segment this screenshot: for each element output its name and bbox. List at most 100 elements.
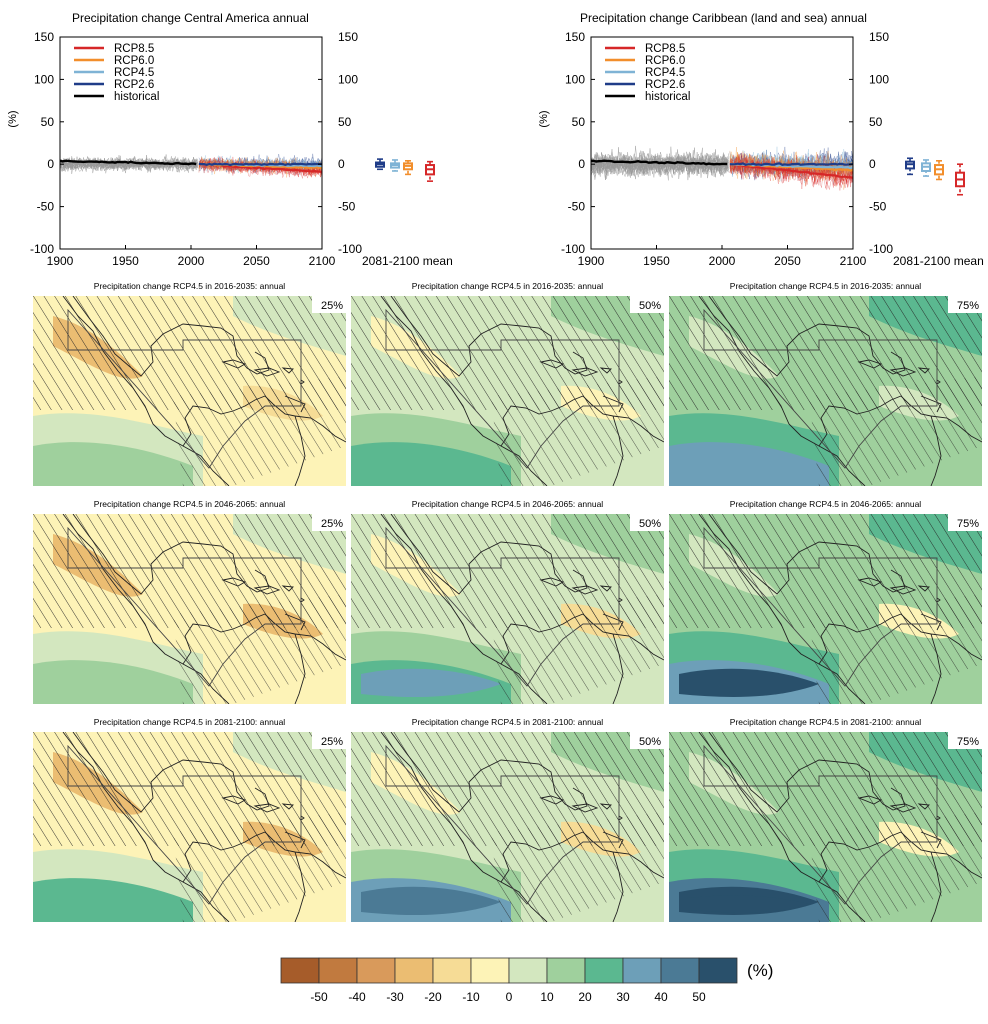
panel-title: Precipitation change Central America ann…	[72, 11, 309, 25]
island-outline	[221, 795, 247, 805]
colorbar-unit: (%)	[747, 961, 773, 980]
y-tick-label-right: -100	[869, 242, 893, 256]
map-panel-6: Precipitation change RCP4.5 in 2046-2065…	[669, 499, 982, 704]
map-panel-3: Precipitation change RCP4.5 in 2016-2035…	[669, 281, 982, 486]
colorbar-swatch	[318, 957, 358, 984]
colorbar-swatch	[432, 957, 472, 984]
x-tick-label: 1950	[643, 254, 670, 268]
colorbar-swatch	[470, 957, 510, 984]
legend-label-historical: historical	[114, 91, 159, 103]
y-tick-label-right: -50	[869, 200, 887, 214]
coastline	[62, 296, 346, 486]
colorbar-tick-label: 10	[540, 990, 554, 1004]
island-outline	[571, 585, 599, 595]
x-tick-label: 2000	[709, 254, 736, 268]
island-outline	[539, 359, 565, 369]
coastline	[380, 732, 664, 922]
panel-title: Precipitation change Caribbean (land and…	[580, 11, 867, 25]
percentile-label: 75%	[957, 300, 979, 312]
colorbar-swatch	[698, 957, 738, 984]
colorbar-tick-label: -20	[424, 990, 442, 1004]
map-contour-patch	[33, 442, 193, 486]
colorbar-swatch	[660, 957, 700, 984]
y-axis-label: (%)	[7, 110, 19, 127]
percentile-label: 25%	[321, 300, 343, 312]
legend-label-RCP8.5: RCP8.5	[645, 43, 685, 55]
percentile-label-bg	[948, 732, 982, 749]
island-outline	[253, 367, 281, 377]
x-tick-label: 2100	[309, 254, 336, 268]
scenario-member-RCP4.5	[729, 149, 853, 181]
coastline	[380, 514, 664, 704]
map-contour-patch	[33, 660, 193, 704]
colorbar-swatch	[546, 957, 586, 984]
percentile-label-bg	[948, 514, 982, 531]
colorbar-tick-label: 40	[654, 990, 668, 1004]
percentile-label-bg	[312, 732, 346, 749]
percentile-label: 50%	[639, 736, 661, 748]
scenario-member-RCP8.5	[729, 154, 853, 188]
map-content	[669, 732, 982, 922]
region-outline	[703, 308, 938, 469]
y-tick-label: -100	[561, 242, 585, 256]
map-title: Precipitation change RCP4.5 in 2046-2065…	[412, 499, 603, 509]
y-tick-label: 0	[578, 157, 585, 171]
map-panel-8: Precipitation change RCP4.5 in 2081-2100…	[351, 717, 664, 922]
historical-mean	[60, 159, 197, 166]
y-tick-label: 150	[565, 30, 585, 44]
map-panel-1: Precipitation change RCP4.5 in 2016-2035…	[33, 281, 346, 486]
map-contour-patch	[361, 668, 501, 697]
percentile-label-bg	[630, 296, 664, 313]
island-outline	[889, 367, 917, 377]
colorbar: -50 -40 -30 -20 -10 0 10 20 30 40 50 (%)	[280, 957, 773, 1004]
coastline	[380, 296, 664, 486]
map-content	[33, 296, 346, 486]
legend-label-RCP2.6: RCP2.6	[645, 79, 685, 91]
region-outline	[67, 308, 302, 469]
percentile-label-bg	[312, 514, 346, 531]
y-tick-label: 100	[565, 72, 585, 86]
island-outline	[281, 585, 294, 592]
y-tick-label: 50	[572, 115, 586, 129]
region-outline	[67, 526, 302, 687]
x-tick-label: 1900	[47, 254, 74, 268]
scenario-member-RCP8.5	[198, 156, 322, 178]
coastline	[62, 732, 346, 922]
legend-label-RCP8.5: RCP8.5	[114, 43, 154, 55]
mean-label: 2081-2100 mean	[362, 254, 453, 268]
x-tick-label: 1950	[112, 254, 139, 268]
map-content	[33, 732, 346, 922]
legend-label-historical: historical	[645, 91, 690, 103]
y-tick-label: 50	[41, 115, 55, 129]
historical-mean	[591, 159, 728, 166]
y-axis-label: (%)	[538, 110, 550, 127]
colorbar-swatch	[356, 957, 396, 984]
colorbar-tick-label: -40	[348, 990, 366, 1004]
colorbar-tick-label: -50	[310, 990, 328, 1004]
percentile-label: 50%	[639, 300, 661, 312]
x-tick-label: 1900	[578, 254, 605, 268]
map-title: Precipitation change RCP4.5 in 2016-2035…	[730, 281, 921, 291]
x-tick-label: 2050	[774, 254, 801, 268]
timeseries-panel-1: Precipitation change Central America ann…	[7, 11, 453, 268]
map-title: Precipitation change RCP4.5 in 2016-2035…	[412, 281, 603, 291]
island-outline	[281, 367, 294, 374]
y-tick-label: -50	[37, 200, 55, 214]
region-outline	[385, 744, 620, 905]
map-contour-patch	[351, 442, 511, 486]
map-content	[351, 296, 664, 486]
y-tick-label-right: -50	[338, 200, 356, 214]
percentile-label: 75%	[957, 736, 979, 748]
y-tick-label-right: 50	[338, 115, 352, 129]
scenario-member-RCP2.6	[198, 156, 322, 175]
colorbar-tick-label: 0	[506, 990, 513, 1004]
map-title: Precipitation change RCP4.5 in 2046-2065…	[730, 499, 921, 509]
percentile-label: 50%	[639, 518, 661, 530]
map-contour-patch	[689, 895, 809, 913]
y-tick-label-right: 0	[338, 157, 345, 171]
legend-label-RCP2.6: RCP2.6	[114, 79, 154, 91]
coastline	[698, 732, 982, 922]
percentile-label-bg	[312, 296, 346, 313]
x-tick-label: 2100	[840, 254, 867, 268]
